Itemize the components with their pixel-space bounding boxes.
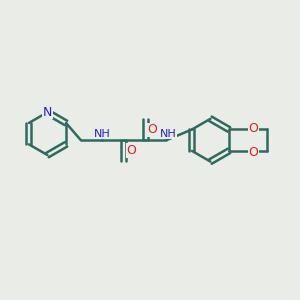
Text: NH: NH (94, 129, 111, 139)
Text: O: O (126, 144, 136, 157)
Text: NH: NH (160, 129, 177, 139)
Text: N: N (43, 106, 52, 119)
Text: O: O (249, 146, 259, 159)
Text: O: O (249, 122, 259, 135)
Text: O: O (148, 123, 158, 136)
